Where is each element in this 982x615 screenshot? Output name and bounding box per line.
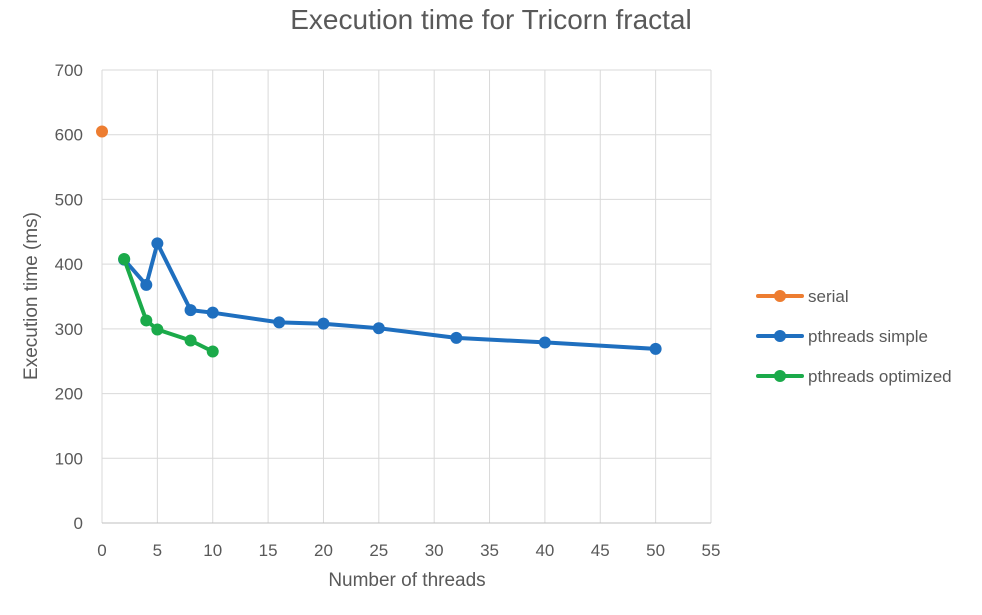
data-point-pthreads-simple [538,336,551,349]
x-axis-label: Number of threads [328,570,486,591]
x-tick-label: 50 [646,541,665,560]
data-point-pthreads-simple [151,237,164,250]
x-tick-label: 25 [369,541,388,560]
y-tick-label: 700 [55,61,83,80]
x-tick-label: 0 [97,541,106,560]
series-line-pthreads-simple [122,241,658,351]
x-tick-label: 10 [203,541,222,560]
data-point-pthreads-optimized [118,252,131,265]
x-tick-label: 40 [535,541,554,560]
data-point-pthreads-simple [649,342,662,355]
legend-label-pthreads-optimized: pthreads optimized [808,367,952,386]
y-tick-label: 200 [55,385,83,404]
data-point-pthreads-optimized [184,334,197,347]
x-tick-label: 35 [480,541,499,560]
x-tick-label: 5 [153,541,162,560]
data-point-pthreads-optimized [140,314,153,327]
y-tick-label: 100 [55,449,83,468]
x-tick-label: 20 [314,541,333,560]
y-tick-label: 500 [55,190,83,209]
legend-marker-pthreads-simple [774,330,786,342]
y-axis-label: Execution time (ms) [21,212,42,380]
x-tick-label: 55 [702,541,721,560]
y-tick-label: 400 [55,255,83,274]
data-point-pthreads-simple [206,306,219,319]
data-point-pthreads-simple [450,331,463,344]
legend-label-pthreads-simple: pthreads simple [808,327,928,346]
x-tick-label: 15 [259,541,278,560]
data-point-serial [96,125,108,138]
y-tick-label: 300 [55,320,83,339]
y-tick-label: 0 [74,514,83,533]
y-tick-label: 600 [55,126,83,145]
data-point-pthreads-simple [372,322,385,335]
legend-marker-pthreads-optimized [774,370,786,382]
data-point-pthreads-simple [140,278,153,291]
data-point-pthreads-optimized [151,323,164,336]
x-tick-label: 30 [425,541,444,560]
data-point-pthreads-simple [184,304,197,317]
data-point-pthreads-simple [273,316,286,329]
legend-marker-serial [774,290,786,302]
legend-label-serial: serial [808,287,849,306]
x-tick-label: 45 [591,541,610,560]
chart-title: Execution time for Tricorn fractal [290,4,692,35]
data-point-pthreads-simple [317,317,330,330]
data-point-pthreads-optimized [206,345,219,358]
